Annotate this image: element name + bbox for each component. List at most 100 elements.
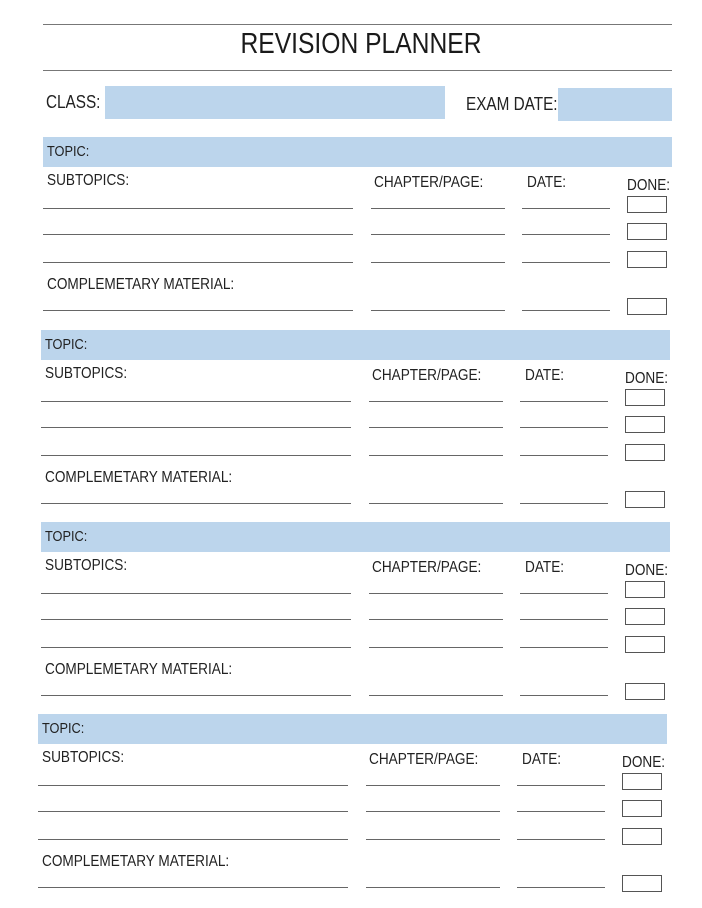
done-checkbox[interactable] (622, 875, 662, 892)
page-title: REVISION PLANNER (240, 28, 482, 60)
topic-section: TOPIC: SUBTOPICS: CHAPTER/PAGE: DATE: DO… (41, 330, 681, 522)
topic-field[interactable]: TOPIC: (41, 330, 670, 360)
date-input-line[interactable] (520, 427, 608, 428)
complementary-material-label: COMPLEMETARY MATERIAL: (45, 661, 233, 678)
done-checkbox[interactable] (625, 683, 665, 700)
exam-date-field[interactable] (558, 88, 672, 121)
subtopics-label: SUBTOPICS: (47, 172, 130, 189)
chapter-page-label: CHAPTER/PAGE: (372, 367, 482, 384)
subtopic-input-line[interactable] (38, 811, 348, 812)
done-checkbox[interactable] (627, 223, 667, 240)
topic-label: TOPIC: (45, 336, 88, 353)
title-divider (43, 70, 672, 71)
topic-field[interactable]: TOPIC: (41, 522, 670, 552)
subtopic-input-line[interactable] (41, 427, 351, 428)
subtopics-label: SUBTOPICS: (42, 749, 125, 766)
topic-label: TOPIC: (47, 143, 90, 160)
chapter-page-label: CHAPTER/PAGE: (369, 751, 479, 768)
chapter-page-input-line[interactable] (371, 208, 505, 209)
date-label: DATE: (525, 559, 565, 576)
subtopic-input-line[interactable] (41, 619, 351, 620)
material-subtopic-input-line[interactable] (41, 695, 351, 696)
material-subtopic-input-line[interactable] (43, 310, 353, 311)
done-checkbox[interactable] (625, 636, 665, 653)
done-label: DONE: (627, 177, 671, 194)
material-date-input-line[interactable] (520, 503, 608, 504)
chapter-page-input-line[interactable] (371, 234, 505, 235)
subtopic-input-line[interactable] (41, 647, 351, 648)
chapter-page-input-line[interactable] (369, 427, 503, 428)
done-checkbox[interactable] (625, 491, 665, 508)
subtopic-input-line[interactable] (41, 455, 351, 456)
subtopics-label: SUBTOPICS: (45, 557, 128, 574)
date-input-line[interactable] (522, 234, 610, 235)
date-input-line[interactable] (520, 619, 608, 620)
chapter-page-label: CHAPTER/PAGE: (372, 559, 482, 576)
class-field[interactable] (105, 86, 445, 119)
material-chapter-page-input-line[interactable] (369, 695, 503, 696)
chapter-page-label: CHAPTER/PAGE: (374, 174, 484, 191)
date-label: DATE: (525, 367, 565, 384)
date-input-line[interactable] (520, 647, 608, 648)
topic-section: TOPIC: SUBTOPICS: CHAPTER/PAGE: DATE: DO… (38, 714, 678, 906)
material-chapter-page-input-line[interactable] (366, 887, 500, 888)
material-date-input-line[interactable] (517, 887, 605, 888)
done-checkbox[interactable] (625, 389, 665, 406)
done-checkbox[interactable] (627, 251, 667, 268)
topic-section: TOPIC: SUBTOPICS: CHAPTER/PAGE: DATE: DO… (43, 137, 683, 329)
date-input-line[interactable] (520, 455, 608, 456)
subtopic-input-line[interactable] (38, 839, 348, 840)
top-divider (43, 24, 672, 25)
material-date-input-line[interactable] (522, 310, 610, 311)
complementary-material-label: COMPLEMETARY MATERIAL: (45, 469, 233, 486)
chapter-page-input-line[interactable] (369, 593, 503, 594)
chapter-page-input-line[interactable] (369, 401, 503, 402)
date-input-line[interactable] (517, 839, 605, 840)
subtopics-label: SUBTOPICS: (45, 365, 128, 382)
date-label: DATE: (522, 751, 562, 768)
material-date-input-line[interactable] (520, 695, 608, 696)
done-checkbox[interactable] (627, 196, 667, 213)
material-subtopic-input-line[interactable] (38, 887, 348, 888)
topic-field[interactable]: TOPIC: (38, 714, 667, 744)
topic-label: TOPIC: (45, 528, 88, 545)
subtopic-input-line[interactable] (41, 401, 351, 402)
done-checkbox[interactable] (625, 581, 665, 598)
done-checkbox[interactable] (622, 773, 662, 790)
done-label: DONE: (625, 562, 669, 579)
subtopic-input-line[interactable] (38, 785, 348, 786)
topic-label: TOPIC: (42, 720, 85, 737)
done-checkbox[interactable] (622, 828, 662, 845)
date-input-line[interactable] (520, 593, 608, 594)
date-input-line[interactable] (522, 208, 610, 209)
chapter-page-input-line[interactable] (369, 647, 503, 648)
chapter-page-input-line[interactable] (369, 619, 503, 620)
complementary-material-label: COMPLEMETARY MATERIAL: (47, 276, 235, 293)
done-checkbox[interactable] (625, 416, 665, 433)
done-label: DONE: (622, 754, 666, 771)
chapter-page-input-line[interactable] (371, 262, 505, 263)
done-checkbox[interactable] (625, 444, 665, 461)
topic-field[interactable]: TOPIC: (43, 137, 672, 167)
chapter-page-input-line[interactable] (366, 811, 500, 812)
subtopic-input-line[interactable] (43, 262, 353, 263)
chapter-page-input-line[interactable] (366, 839, 500, 840)
material-subtopic-input-line[interactable] (41, 503, 351, 504)
subtopic-input-line[interactable] (41, 593, 351, 594)
exam-date-label: EXAM DATE: (466, 94, 558, 114)
done-checkbox[interactable] (627, 298, 667, 315)
material-chapter-page-input-line[interactable] (369, 503, 503, 504)
done-checkbox[interactable] (622, 800, 662, 817)
date-input-line[interactable] (517, 785, 605, 786)
chapter-page-input-line[interactable] (369, 455, 503, 456)
material-chapter-page-input-line[interactable] (371, 310, 505, 311)
topic-section: TOPIC: SUBTOPICS: CHAPTER/PAGE: DATE: DO… (41, 522, 681, 714)
done-checkbox[interactable] (625, 608, 665, 625)
chapter-page-input-line[interactable] (366, 785, 500, 786)
date-input-line[interactable] (517, 811, 605, 812)
subtopic-input-line[interactable] (43, 208, 353, 209)
date-input-line[interactable] (520, 401, 608, 402)
class-label: CLASS: (46, 92, 101, 112)
date-input-line[interactable] (522, 262, 610, 263)
subtopic-input-line[interactable] (43, 234, 353, 235)
